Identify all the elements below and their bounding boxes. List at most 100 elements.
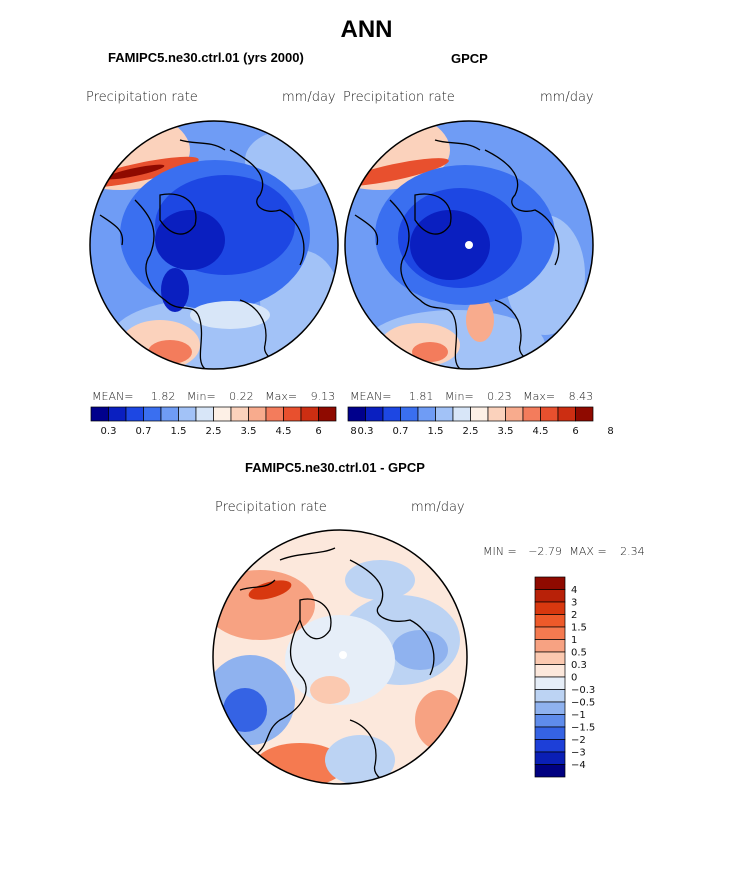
difference-colorbar-swatch xyxy=(534,739,566,753)
model-precip-map xyxy=(89,120,339,370)
difference-colorbar-tick-label: 0.3 xyxy=(571,660,587,671)
left-colorbar-tick-label: 3.5 xyxy=(241,426,257,437)
right-colorbar-swatch xyxy=(575,406,594,422)
right-colorbar-swatch xyxy=(557,406,576,422)
difference-colorbar-tick-label: 2 xyxy=(571,610,577,621)
difference-colorbar-swatch xyxy=(534,676,566,690)
left-colorbar-swatch xyxy=(213,406,232,422)
diff-min-value: −2.79 xyxy=(528,545,562,558)
left-colorbar-swatch xyxy=(90,406,109,422)
right-min-label: Min= xyxy=(444,390,474,403)
left-colorbar: 0.3 0.7 1.5 2.5 3.5 4.5 6 8 xyxy=(90,406,357,437)
difference-colorbar-tick-label: 1 xyxy=(571,635,577,646)
left-colorbar-swatch xyxy=(265,406,284,422)
left-colorbar-tick-label: 4.5 xyxy=(276,426,292,437)
right-colorbar-swatch xyxy=(347,406,366,422)
left-stats: MEAN= 1.82 Min= 0.22 Max= 9.13 xyxy=(92,390,335,403)
left-colorbar-tick-label: 0.7 xyxy=(136,426,152,437)
difference-colorbar-swatch xyxy=(534,589,566,603)
difference-colorbar-swatch xyxy=(534,751,566,765)
difference-colorbar-tick-label: −3 xyxy=(571,748,586,759)
right-colorbar-swatch xyxy=(505,406,524,422)
difference-colorbar-tick-label: −1.5 xyxy=(571,723,595,734)
left-colorbar-swatch xyxy=(160,406,179,422)
left-mean-value: 1.82 xyxy=(150,390,176,403)
right-colorbar-tick-label: 0.3 xyxy=(358,426,374,437)
left-colorbar-swatch xyxy=(125,406,144,422)
left-colorbar-swatch xyxy=(300,406,319,422)
right-colorbar-tick-label: 3.5 xyxy=(498,426,514,437)
right-colorbar-tick-label: 1.5 xyxy=(428,426,444,437)
left-max-value: 9.13 xyxy=(310,390,336,403)
difference-colorbar-tick-label: 3 xyxy=(571,598,577,609)
left-colorbar-tick-label: 0.3 xyxy=(101,426,117,437)
left-colorbar-tick-label: 6 xyxy=(315,426,321,437)
difference-colorbar-swatch xyxy=(534,576,566,590)
right-colorbar: 0.3 0.7 1.5 2.5 3.5 4.5 6 8 xyxy=(347,406,614,437)
difference-colorbar-swatch xyxy=(534,664,566,678)
right-colorbar-swatch xyxy=(522,406,541,422)
difference-colorbar-swatch xyxy=(534,714,566,728)
right-colorbar-tick-label: 2.5 xyxy=(463,426,479,437)
difference-colorbar-tick-label: −2 xyxy=(571,735,586,746)
difference-colorbar-swatch xyxy=(534,614,566,628)
right-colorbar-swatch xyxy=(452,406,471,422)
right-max-label: Max= xyxy=(523,390,556,403)
diff-min-label: MIN = xyxy=(483,545,517,558)
difference-colorbar-tick-label: −0.5 xyxy=(571,698,595,709)
right-colorbar-tick-label: 8 xyxy=(607,426,613,437)
difference-colorbar-swatch xyxy=(534,601,566,615)
right-units-label: mm/day xyxy=(540,90,594,105)
left-max-label: Max= xyxy=(265,390,298,403)
difference-colorbar-swatch xyxy=(534,701,566,715)
difference-colorbar-swatch xyxy=(534,689,566,703)
diff-max-value: 2.34 xyxy=(620,545,645,558)
right-colorbar-swatch xyxy=(400,406,419,422)
right-mean-value: 1.81 xyxy=(408,390,434,403)
left-min-value: 0.22 xyxy=(229,390,254,403)
right-variable-label: Precipitation rate xyxy=(343,90,455,105)
difference-colorbar-tick-label: −4 xyxy=(571,760,586,771)
left-colorbar-tick-label: 2.5 xyxy=(206,426,222,437)
difference-colorbar-swatch xyxy=(534,651,566,665)
right-colorbar-tick-label: 6 xyxy=(572,426,578,437)
right-colorbar-swatch xyxy=(470,406,489,422)
left-colorbar-swatch xyxy=(248,406,267,422)
left-colorbar-tick-label: 8 xyxy=(350,426,356,437)
difference-colorbar-tick-label: −0.3 xyxy=(571,685,595,696)
left-colorbar-tick-label: 1.5 xyxy=(171,426,187,437)
difference-colorbar-swatch xyxy=(534,764,566,778)
left-colorbar-swatch xyxy=(108,406,127,422)
left-colorbar-swatch xyxy=(143,406,162,422)
difference-colorbar-tick-label: −1 xyxy=(571,710,586,721)
right-colorbar-swatch xyxy=(487,406,506,422)
left-panel-title: FAMIPC5.ne30.ctrl.01 (yrs 2000) xyxy=(108,50,304,65)
right-max-value: 8.43 xyxy=(568,390,594,403)
difference-colorbar-swatch xyxy=(534,639,566,653)
right-colorbar-swatch xyxy=(417,406,436,422)
right-stats: MEAN= 1.81 Min= 0.23 Max= 8.43 xyxy=(350,390,593,403)
difference-colorbar-tick-label: 1.5 xyxy=(571,623,587,634)
difference-precip-map xyxy=(212,529,468,785)
difference-colorbar-swatch xyxy=(534,726,566,740)
right-colorbar-tick-label: 4.5 xyxy=(533,426,549,437)
difference-colorbar-tick-label: 0 xyxy=(571,673,577,684)
right-colorbar-swatch xyxy=(382,406,401,422)
right-panel-title: GPCP xyxy=(451,51,488,66)
right-min-value: 0.23 xyxy=(487,390,512,403)
gpcp-precip-map xyxy=(344,120,594,370)
difference-panel-title: FAMIPC5.ne30.ctrl.01 - GPCP xyxy=(245,460,425,475)
left-mean-label: MEAN= xyxy=(92,390,134,403)
left-colorbar-swatch xyxy=(283,406,302,422)
diff-max-label: MAX = xyxy=(569,545,607,558)
difference-colorbar-swatch xyxy=(534,626,566,640)
difference-colorbar-tick-label: 0.5 xyxy=(571,648,587,659)
left-variable-label: Precipitation rate xyxy=(86,90,198,105)
difference-colorbar-tick-label: 4 xyxy=(571,585,577,596)
left-colorbar-swatch xyxy=(195,406,214,422)
left-colorbar-swatch xyxy=(230,406,249,422)
diff-stats: MIN = −2.79 MAX = 2.34 xyxy=(483,545,645,558)
difference-colorbar: 4 32 1.51 0.50.3 0−0.3 −0.5−1 −1.5−2 −3−4 xyxy=(534,576,595,778)
left-colorbar-swatch xyxy=(318,406,337,422)
